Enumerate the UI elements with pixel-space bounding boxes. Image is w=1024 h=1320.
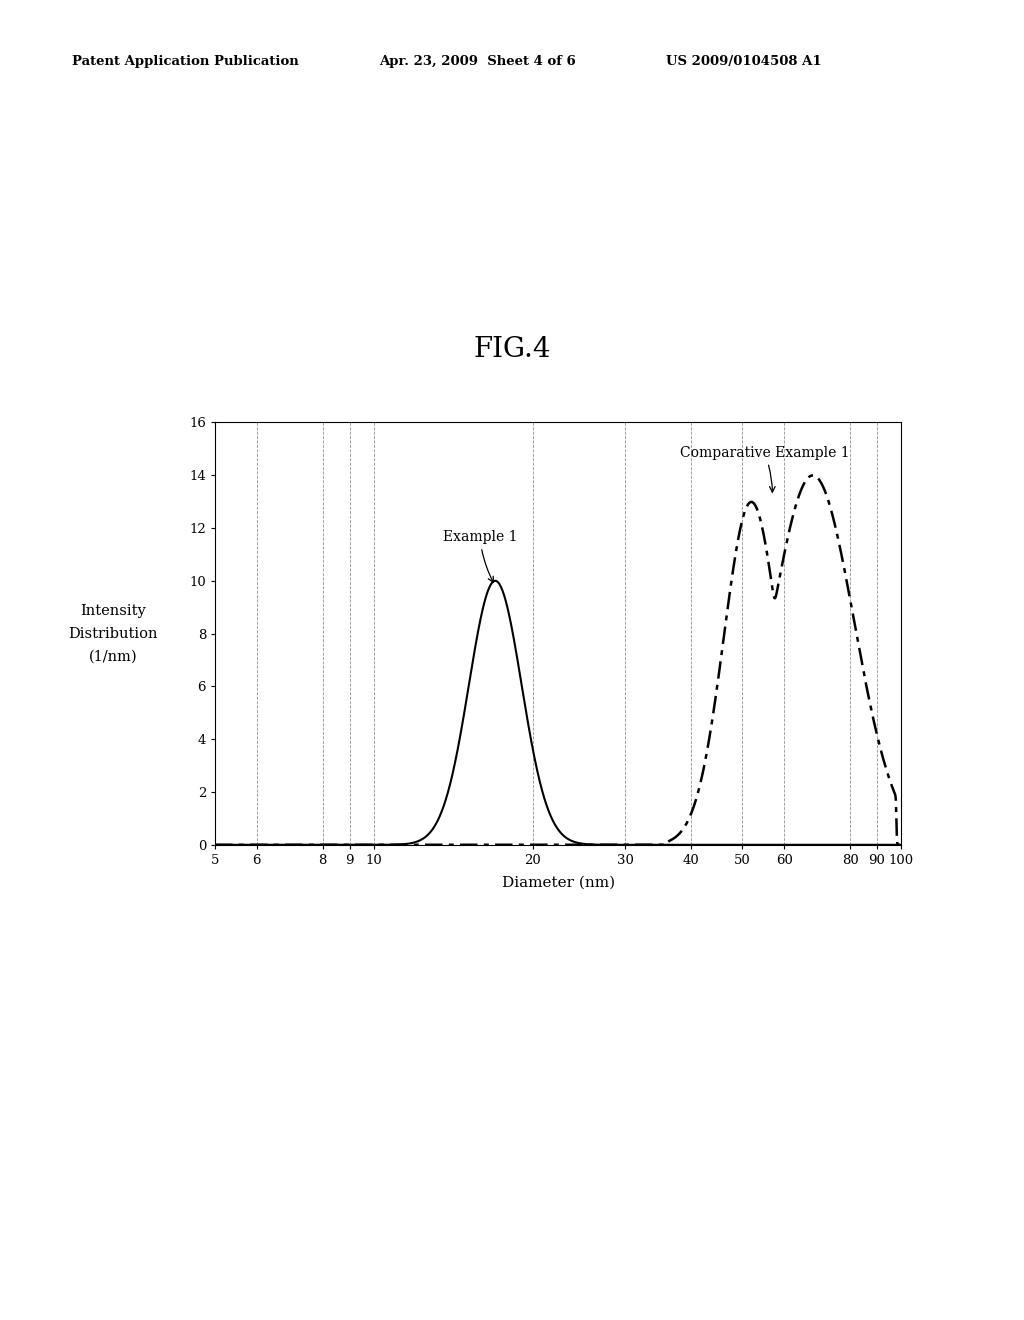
- X-axis label: Diameter (nm): Diameter (nm): [502, 875, 614, 890]
- Text: Patent Application Publication: Patent Application Publication: [72, 55, 298, 69]
- Text: US 2009/0104508 A1: US 2009/0104508 A1: [666, 55, 821, 69]
- Y-axis label: Intensity
Distribution
(1/nm): Intensity Distribution (1/nm): [68, 603, 158, 664]
- Text: FIG.4: FIG.4: [473, 337, 551, 363]
- Text: Apr. 23, 2009  Sheet 4 of 6: Apr. 23, 2009 Sheet 4 of 6: [379, 55, 575, 69]
- Text: Comparative Example 1: Comparative Example 1: [680, 446, 849, 492]
- Text: Example 1: Example 1: [442, 531, 517, 582]
